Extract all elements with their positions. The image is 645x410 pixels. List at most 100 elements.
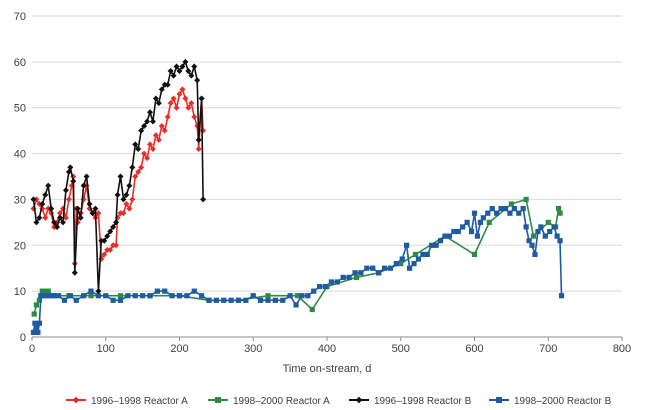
y-tick-label: 60 bbox=[14, 57, 26, 69]
data-point bbox=[36, 320, 42, 326]
y-tick-label: 40 bbox=[14, 149, 26, 161]
data-point bbox=[39, 288, 45, 294]
data-point bbox=[135, 168, 142, 175]
data-point bbox=[185, 68, 192, 75]
data-point bbox=[221, 297, 227, 303]
data-point bbox=[199, 293, 205, 299]
data-point bbox=[101, 251, 108, 258]
data-point bbox=[88, 288, 94, 294]
data-point bbox=[346, 274, 352, 280]
data-point bbox=[287, 293, 293, 299]
data-point bbox=[42, 191, 49, 198]
data-point bbox=[294, 293, 301, 299]
data-point bbox=[185, 104, 192, 111]
data-point bbox=[31, 311, 37, 317]
data-point bbox=[412, 251, 419, 258]
data-point bbox=[188, 100, 195, 107]
data-point bbox=[92, 205, 99, 212]
data-point bbox=[243, 297, 249, 303]
data-point bbox=[299, 293, 305, 299]
legend-label: 1998–2000 Reactor B bbox=[514, 396, 612, 407]
y-axis-ticks: 0 10 20 30 40 50 60 70 bbox=[14, 11, 26, 344]
data-point bbox=[48, 205, 55, 212]
data-point bbox=[125, 293, 131, 299]
data-point bbox=[468, 228, 475, 235]
data-point bbox=[334, 279, 340, 285]
data-point bbox=[140, 293, 146, 299]
data-point bbox=[158, 123, 165, 130]
x-tick-label: 0 bbox=[29, 343, 35, 355]
data-point bbox=[200, 196, 207, 203]
y-tick-label: 0 bbox=[20, 332, 26, 344]
data-point bbox=[74, 205, 81, 212]
data-point bbox=[494, 210, 500, 216]
data-point bbox=[471, 210, 478, 216]
data-point bbox=[44, 293, 50, 299]
legend-marker bbox=[496, 397, 502, 403]
y-tick-label: 50 bbox=[14, 103, 26, 115]
data-point bbox=[57, 210, 64, 217]
data-point bbox=[489, 206, 495, 212]
x-axis-ticks: 0 100 200 300 400 500 600 700 800 bbox=[29, 337, 631, 355]
data-point bbox=[520, 206, 526, 212]
data-point bbox=[42, 288, 48, 294]
data-point bbox=[38, 293, 44, 299]
legend-label: 1998–2000 Reactor A bbox=[233, 396, 330, 407]
data-point bbox=[250, 293, 256, 299]
data-point bbox=[213, 297, 219, 303]
data-point bbox=[110, 297, 116, 303]
data-point bbox=[305, 293, 311, 299]
x-axis-title: Time on-stream, d bbox=[283, 363, 372, 375]
data-point bbox=[424, 251, 430, 258]
y-tick-label: 70 bbox=[14, 11, 26, 23]
data-point bbox=[508, 201, 514, 207]
data-point bbox=[280, 297, 286, 303]
data-point bbox=[532, 251, 538, 258]
data-point bbox=[120, 210, 127, 217]
data-point bbox=[117, 293, 124, 299]
data-point bbox=[317, 283, 323, 290]
data-point bbox=[81, 293, 87, 299]
data-point bbox=[446, 233, 453, 239]
data-point bbox=[265, 293, 271, 299]
data-point bbox=[169, 293, 175, 299]
data-point bbox=[167, 68, 174, 75]
data-point bbox=[132, 173, 139, 180]
y-tick-label: 10 bbox=[14, 286, 26, 298]
data-point bbox=[179, 63, 186, 70]
data-point bbox=[179, 86, 186, 93]
data-point bbox=[147, 293, 153, 299]
data-point bbox=[147, 109, 153, 116]
data-point bbox=[404, 242, 410, 248]
data-point bbox=[272, 297, 278, 303]
data-point bbox=[376, 270, 382, 276]
data-point bbox=[502, 206, 509, 212]
data-point bbox=[364, 265, 370, 271]
legend-label: 1996–1998 Reactor A bbox=[91, 396, 188, 407]
data-point bbox=[358, 270, 364, 276]
data-point bbox=[164, 81, 171, 88]
data-point bbox=[89, 210, 96, 217]
data-point bbox=[73, 297, 79, 303]
data-point bbox=[162, 288, 168, 294]
data-point bbox=[41, 293, 47, 299]
data-point bbox=[67, 164, 74, 171]
data-point bbox=[132, 141, 139, 148]
data-point bbox=[498, 206, 504, 212]
data-point bbox=[455, 228, 461, 235]
data-point bbox=[551, 224, 557, 230]
data-point bbox=[51, 293, 57, 299]
x-tick-label: 400 bbox=[318, 343, 336, 355]
data-point bbox=[557, 238, 563, 244]
data-point bbox=[51, 219, 58, 226]
data-point bbox=[429, 242, 435, 248]
data-point bbox=[107, 228, 114, 235]
data-point bbox=[110, 223, 117, 230]
data-point bbox=[460, 224, 466, 230]
data-point bbox=[95, 293, 101, 299]
x-tick-label: 600 bbox=[465, 343, 483, 355]
data-point bbox=[158, 86, 165, 93]
data-point bbox=[47, 293, 53, 299]
data-point bbox=[32, 320, 38, 326]
data-point bbox=[170, 72, 177, 79]
